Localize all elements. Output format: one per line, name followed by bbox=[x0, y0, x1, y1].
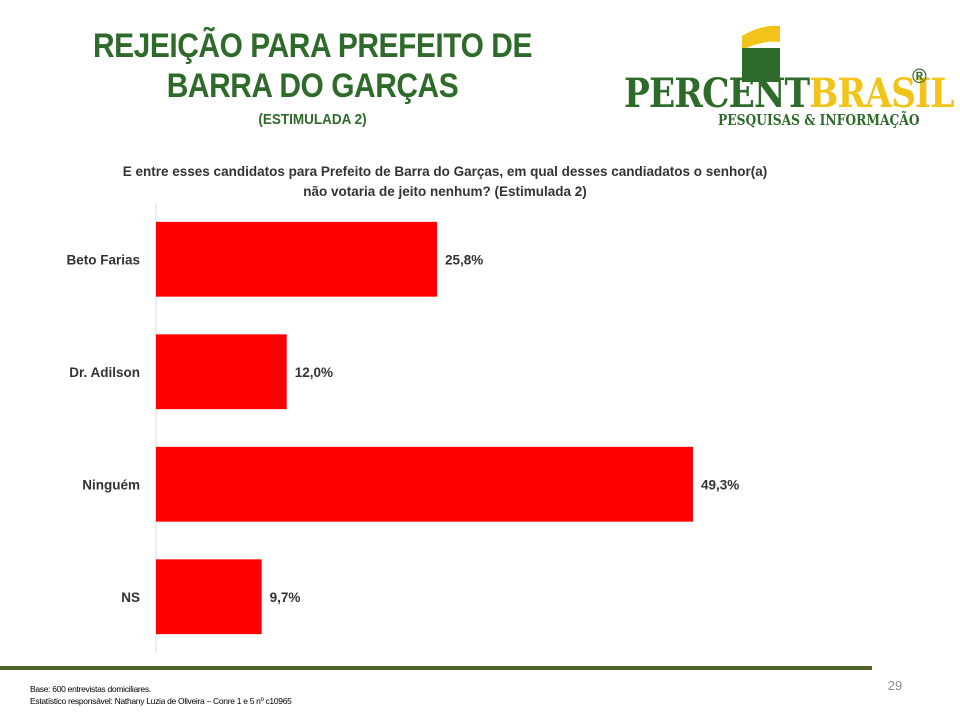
question-line-2: não votaria de jeito nenhum? (Estimulada… bbox=[303, 184, 587, 199]
category-label-3: NS bbox=[121, 590, 140, 605]
logo-word-percent: PERCENT bbox=[624, 70, 810, 117]
logo-word-brasil: BRASIL bbox=[809, 70, 954, 117]
page-title: REJEIÇÃO PARA PREFEITO DE BARRA DO GARÇA… bbox=[90, 26, 534, 106]
data-label-3: 9,7% bbox=[270, 590, 301, 605]
title-line-1: REJEIÇÃO PARA PREFEITO DE bbox=[92, 27, 532, 65]
bar-0 bbox=[156, 221, 438, 297]
logo-wordmark: PERCENTBRASIL bbox=[624, 72, 954, 116]
bar-2 bbox=[156, 446, 693, 522]
footer-notes: Base: 600 entrevistas domiciliares. Esta… bbox=[30, 683, 292, 707]
registered-mark: ® bbox=[912, 66, 927, 88]
page-number: 29 bbox=[887, 678, 903, 693]
percentbrasil-logo: PERCENTBRASIL ® PESQUISAS & INFORMAÇÃO bbox=[620, 20, 954, 135]
question-line-1: E entre esses candidatos para Prefeito d… bbox=[122, 164, 768, 179]
footer-statistician: Estatístico responsável: Nathany Luzia d… bbox=[30, 696, 292, 706]
bar-chart-svg: Beto Farias 25,8% Dr. Adilson 12,0% Ninguém 4… bbox=[66, 203, 739, 653]
bar-3 bbox=[156, 559, 262, 635]
footer-base: Base: 600 entrevistas domiciliares. bbox=[30, 684, 151, 694]
category-label-1: Dr. Adilson bbox=[69, 365, 140, 380]
rejection-bar-chart: Beto Farias 25,8% Dr. Adilson 12,0% Ninguém 4… bbox=[0, 195, 960, 665]
page-subtitle: (ESTIMULADA 2) bbox=[258, 111, 367, 128]
data-label-2: 49,3% bbox=[701, 477, 739, 492]
survey-question: E entre esses candidatos para Prefeito d… bbox=[60, 162, 830, 202]
title-line-2: BARRA DO GARÇAS bbox=[166, 67, 459, 105]
category-label-0: Beto Farias bbox=[66, 252, 140, 267]
data-label-0: 25,8% bbox=[445, 252, 483, 267]
footer-divider bbox=[0, 666, 872, 670]
category-label-2: Ninguém bbox=[82, 477, 140, 492]
data-label-1: 12,0% bbox=[295, 365, 333, 380]
logo-tagline: PESQUISAS & INFORMAÇÃO bbox=[718, 111, 920, 129]
flag-emblem-icon bbox=[742, 25, 780, 82]
bar-1 bbox=[156, 334, 287, 410]
